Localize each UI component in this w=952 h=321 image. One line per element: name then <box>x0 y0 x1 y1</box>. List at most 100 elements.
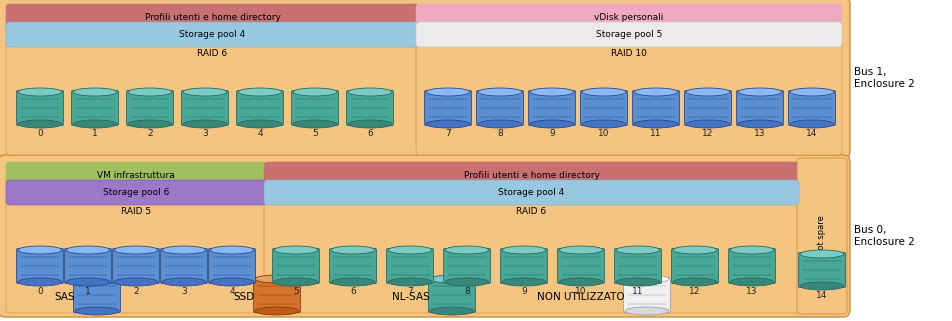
FancyBboxPatch shape <box>112 248 160 283</box>
Text: 0: 0 <box>37 129 43 138</box>
Text: 1: 1 <box>92 129 98 138</box>
Ellipse shape <box>478 120 522 128</box>
FancyBboxPatch shape <box>0 0 850 159</box>
Ellipse shape <box>445 278 489 286</box>
Text: Profili utenti e home directory: Profili utenti e home directory <box>464 170 600 179</box>
Text: RAID 5: RAID 5 <box>121 206 151 215</box>
Ellipse shape <box>530 120 574 128</box>
Ellipse shape <box>255 307 299 315</box>
Text: 3: 3 <box>181 287 187 296</box>
Ellipse shape <box>162 246 206 254</box>
Ellipse shape <box>582 88 626 96</box>
Ellipse shape <box>445 246 489 254</box>
Ellipse shape <box>800 282 844 290</box>
Ellipse shape <box>128 120 172 128</box>
Ellipse shape <box>800 250 844 258</box>
Text: 10: 10 <box>575 287 586 296</box>
Ellipse shape <box>790 120 834 128</box>
Text: 7: 7 <box>446 129 451 138</box>
FancyBboxPatch shape <box>416 4 842 30</box>
FancyBboxPatch shape <box>632 91 680 126</box>
Text: 8: 8 <box>465 287 470 296</box>
Ellipse shape <box>73 88 117 96</box>
Ellipse shape <box>114 278 158 286</box>
Ellipse shape <box>183 120 227 128</box>
Text: RAID 6: RAID 6 <box>197 48 228 57</box>
FancyBboxPatch shape <box>684 91 731 126</box>
Text: 5: 5 <box>312 129 318 138</box>
Ellipse shape <box>210 278 254 286</box>
Ellipse shape <box>616 278 660 286</box>
Text: 3: 3 <box>202 129 208 138</box>
FancyBboxPatch shape <box>6 4 419 30</box>
Ellipse shape <box>730 246 774 254</box>
Text: 11: 11 <box>632 287 644 296</box>
Ellipse shape <box>738 88 782 96</box>
FancyBboxPatch shape <box>728 248 776 283</box>
Ellipse shape <box>238 120 282 128</box>
FancyBboxPatch shape <box>671 248 719 283</box>
FancyBboxPatch shape <box>581 91 627 126</box>
Ellipse shape <box>426 88 470 96</box>
Ellipse shape <box>673 246 717 254</box>
Ellipse shape <box>790 88 834 96</box>
FancyBboxPatch shape <box>264 197 799 313</box>
Text: 10: 10 <box>598 129 609 138</box>
Text: 0: 0 <box>37 287 43 296</box>
Ellipse shape <box>634 120 678 128</box>
FancyBboxPatch shape <box>624 277 670 313</box>
Ellipse shape <box>293 120 337 128</box>
FancyBboxPatch shape <box>799 253 845 288</box>
Text: RAID 6: RAID 6 <box>516 206 546 215</box>
FancyBboxPatch shape <box>347 91 393 126</box>
Ellipse shape <box>616 246 660 254</box>
Ellipse shape <box>18 120 62 128</box>
Ellipse shape <box>293 88 337 96</box>
Ellipse shape <box>18 278 62 286</box>
FancyBboxPatch shape <box>387 248 433 283</box>
FancyBboxPatch shape <box>253 277 301 313</box>
FancyBboxPatch shape <box>428 277 475 313</box>
Ellipse shape <box>210 246 254 254</box>
FancyBboxPatch shape <box>236 91 284 126</box>
Ellipse shape <box>634 88 678 96</box>
Ellipse shape <box>183 88 227 96</box>
Text: 14: 14 <box>806 129 818 138</box>
Text: vDisk personali: vDisk personali <box>594 13 664 22</box>
Text: SAS: SAS <box>54 292 75 302</box>
Text: NL-SAS: NL-SAS <box>392 292 430 302</box>
Text: SSD: SSD <box>234 292 255 302</box>
FancyBboxPatch shape <box>528 91 576 126</box>
Text: Profili utenti e home directory: Profili utenti e home directory <box>145 13 281 22</box>
Ellipse shape <box>75 275 119 283</box>
FancyBboxPatch shape <box>416 39 842 155</box>
FancyBboxPatch shape <box>182 91 228 126</box>
Ellipse shape <box>559 278 603 286</box>
Text: 6: 6 <box>350 287 356 296</box>
Ellipse shape <box>502 278 546 286</box>
FancyBboxPatch shape <box>444 248 490 283</box>
FancyBboxPatch shape <box>501 248 547 283</box>
Text: 11: 11 <box>650 129 662 138</box>
Ellipse shape <box>738 120 782 128</box>
Text: 14: 14 <box>816 291 827 300</box>
Text: NON UTILIZZATO: NON UTILIZZATO <box>537 292 625 302</box>
FancyBboxPatch shape <box>65 248 111 283</box>
Ellipse shape <box>730 278 774 286</box>
Ellipse shape <box>388 278 432 286</box>
Text: 13: 13 <box>746 287 758 296</box>
FancyBboxPatch shape <box>16 248 64 283</box>
Text: Storage pool 4: Storage pool 4 <box>179 30 246 39</box>
Text: Hot spare: Hot spare <box>818 216 826 256</box>
FancyBboxPatch shape <box>6 39 419 155</box>
Ellipse shape <box>128 88 172 96</box>
Ellipse shape <box>502 246 546 254</box>
Text: Bus 1,
Enclosure 2: Bus 1, Enclosure 2 <box>854 67 915 89</box>
Text: 4: 4 <box>257 129 263 138</box>
Ellipse shape <box>625 275 669 283</box>
Ellipse shape <box>274 278 318 286</box>
Text: VM infrastruttura: VM infrastruttura <box>97 170 175 179</box>
Ellipse shape <box>478 88 522 96</box>
Ellipse shape <box>559 246 603 254</box>
Ellipse shape <box>66 246 110 254</box>
